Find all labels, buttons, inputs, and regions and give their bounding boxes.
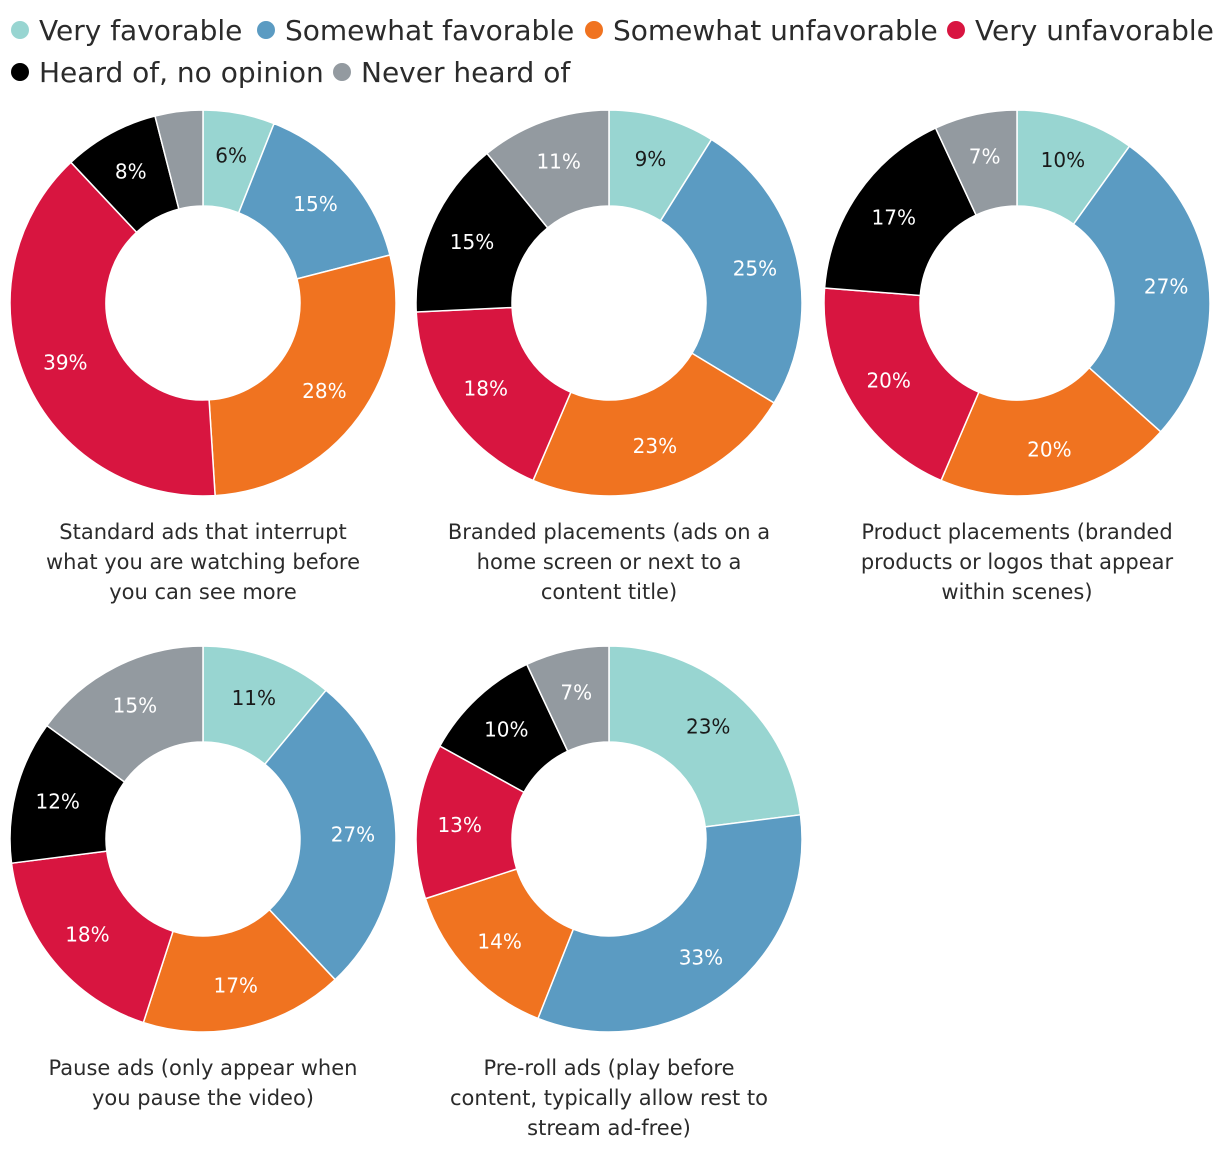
- slice-label: 18%: [65, 923, 109, 947]
- legend-swatch: [11, 63, 29, 81]
- legend-swatch: [11, 21, 29, 39]
- caption-line: stream ad-free): [527, 1116, 691, 1140]
- slice-label: 13%: [437, 813, 481, 837]
- slice-somewhat-favorable: [659, 138, 803, 404]
- slice-very-unfavorable: [823, 287, 980, 482]
- caption-line: content title): [541, 580, 677, 604]
- slice-somewhat-favorable: [263, 689, 397, 981]
- legend-swatch: [257, 21, 275, 39]
- slice-very-unfavorable: [415, 306, 572, 482]
- slice-never-heard-of: [45, 645, 204, 784]
- slice-label: 17%: [213, 973, 257, 997]
- caption-line: Pre-roll ads (play before: [483, 1056, 734, 1080]
- slice-label: 14%: [477, 930, 521, 954]
- slice-very-favorable: [608, 645, 802, 828]
- caption-line: Branded placements (ads on a: [448, 520, 770, 544]
- slice-never-heard-of: [525, 645, 610, 753]
- caption-line: what you are watching before: [46, 550, 360, 574]
- slice-label: 15%: [113, 693, 157, 717]
- caption-line: within scenes): [941, 580, 1092, 604]
- slice-label: 17%: [872, 205, 916, 229]
- legend-item-very-favorable: Very favorable: [11, 14, 242, 47]
- slice-label: 9%: [635, 147, 667, 171]
- slice-label: 27%: [1144, 275, 1188, 299]
- slice-label: 23%: [633, 434, 677, 458]
- caption-line: products or logos that appear: [861, 550, 1174, 574]
- legend-label: Very unfavorable: [975, 14, 1214, 47]
- caption-line: Product placements (branded: [861, 520, 1172, 544]
- legend-label: Heard of, no opinion: [39, 56, 324, 89]
- chart-caption: Product placements (branded products or l…: [861, 520, 1174, 604]
- slice-label: 27%: [331, 822, 375, 846]
- slice-label: 28%: [302, 379, 346, 403]
- chart-legend: Very favorable Somewhat favorable Somewhat…: [11, 14, 1214, 89]
- slice-somewhat-favorable: [1072, 145, 1211, 433]
- slice-label: 33%: [679, 946, 723, 970]
- slice-never-heard-of: [934, 109, 1018, 217]
- slice-somewhat-unfavorable: [208, 254, 397, 497]
- slice-label: 15%: [450, 230, 494, 254]
- slice-label: 8%: [115, 160, 147, 184]
- legend-label: Somewhat favorable: [285, 14, 574, 47]
- chart-caption: Branded placements (ads on a home screen …: [448, 520, 770, 604]
- legend-item-somewhat-favorable: Somewhat favorable: [257, 14, 574, 47]
- slice-label: 23%: [686, 714, 730, 738]
- chart-caption: Pre-roll ads (play before content, typica…: [450, 1056, 768, 1140]
- caption-line: you pause the video): [92, 1086, 314, 1110]
- chart-caption: Standard ads that interrupt what you are …: [46, 520, 360, 604]
- slice-never-heard-of: [485, 109, 610, 229]
- slice-label: 7%: [560, 681, 592, 705]
- slice-somewhat-unfavorable: [940, 366, 1162, 497]
- caption-line: content, typically allow rest to: [450, 1086, 768, 1110]
- slice-very-unfavorable: [9, 161, 216, 497]
- slice-label: 15%: [293, 192, 337, 216]
- slice-label: 25%: [733, 256, 777, 280]
- slice-label: 10%: [484, 718, 528, 742]
- legend-label: Never heard of: [361, 56, 571, 89]
- legend-label: Very favorable: [39, 14, 242, 47]
- chart-caption: Pause ads (only appear when you pause the…: [49, 1056, 358, 1110]
- slice-somewhat-favorable: [536, 813, 803, 1033]
- legend-label: Somewhat unfavorable: [613, 14, 938, 47]
- legend-item-very-unfavorable: Very unfavorable: [947, 14, 1214, 47]
- legend-swatch: [585, 21, 603, 39]
- caption-line: you can see more: [109, 580, 297, 604]
- legend-swatch: [947, 21, 965, 39]
- donut-chart-3: 10% 27% 20% 20% 17% 7% Product placements (bra…: [823, 109, 1211, 604]
- slice-label: 39%: [43, 351, 87, 375]
- donut-chart-5: 23% 33% 14% 13% 10% 7% Pre-roll ads (play befo…: [415, 645, 803, 1140]
- slice-somewhat-unfavorable: [142, 908, 337, 1033]
- donut-chart-4: 11% 27% 17% 18% 12% 15% Pause ads (only appear…: [9, 645, 397, 1110]
- slice-very-unfavorable: [10, 850, 174, 1024]
- caption-line: Standard ads that interrupt: [59, 520, 346, 544]
- slice-heard-of-no-opinion: [823, 127, 978, 297]
- caption-line: home screen or next to a: [477, 550, 742, 574]
- slice-never-heard-of: [154, 109, 204, 210]
- legend-item-heard-of-no-opinion: Heard of, no opinion: [11, 56, 324, 89]
- legend-swatch: [333, 63, 351, 81]
- slice-label: 11%: [232, 686, 276, 710]
- slice-label: 10%: [1041, 148, 1085, 172]
- slice-label: 7%: [969, 145, 1001, 169]
- slice-label: 11%: [536, 150, 580, 174]
- slice-somewhat-unfavorable: [532, 352, 776, 497]
- donut-chart-2: 9% 25% 23% 18% 15% 11% Branded placements (ads…: [415, 109, 803, 604]
- donut-chart-1: 6% 15% 28% 39% 8% Standard ads that interrupt…: [9, 109, 397, 604]
- slice-label: 18%: [464, 377, 508, 401]
- slice-label: 20%: [866, 369, 910, 393]
- legend-item-somewhat-unfavorable: Somewhat unfavorable: [585, 14, 938, 47]
- legend-item-never-heard-of: Never heard of: [333, 56, 571, 89]
- slice-label: 20%: [1027, 437, 1071, 461]
- slice-label: 12%: [35, 790, 79, 814]
- donut-charts: 6% 15% 28% 39% 8% Standard ads that interrupt…: [9, 109, 1211, 1140]
- caption-line: Pause ads (only appear when: [49, 1056, 358, 1080]
- slice-label: 6%: [215, 144, 247, 168]
